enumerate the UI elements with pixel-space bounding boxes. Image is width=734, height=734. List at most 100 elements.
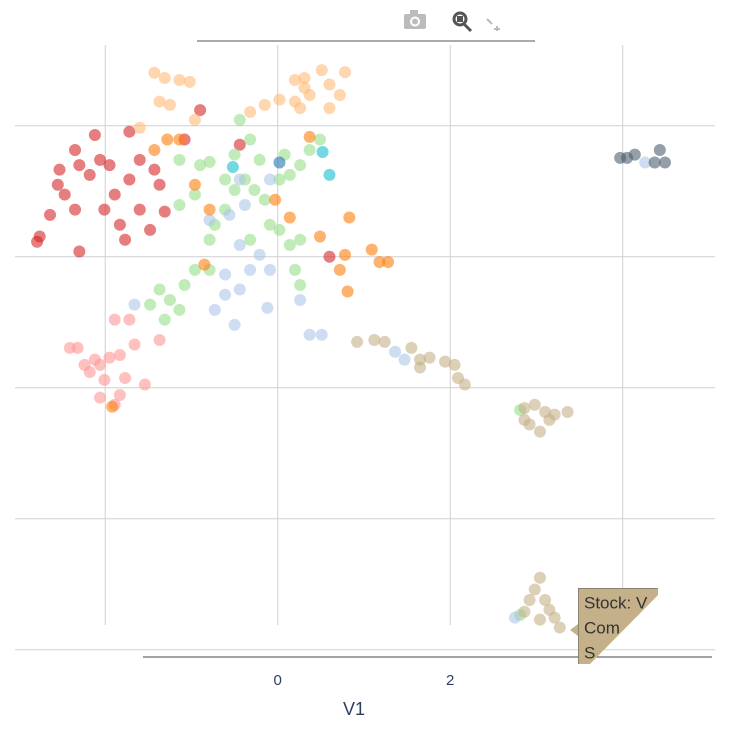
point [316,145,329,158]
point [178,278,191,291]
point [333,263,346,276]
point [51,178,64,191]
point [113,388,126,401]
point [351,335,364,348]
pan-button[interactable] [486,18,500,31]
point [94,391,107,404]
point [113,349,126,362]
x-tick-label: 2 [446,672,454,689]
point [653,144,666,157]
point [119,233,132,246]
zoom-button[interactable] [452,11,473,33]
point [448,358,461,371]
point [323,102,336,115]
point [533,571,546,584]
point [238,199,251,212]
point [228,318,241,331]
point [518,402,531,415]
point [341,285,354,298]
point [378,335,391,348]
point [288,73,301,86]
point [219,288,232,301]
point [173,153,186,166]
point [108,188,121,201]
grid [15,45,715,651]
point [123,173,136,186]
point [365,243,378,256]
point [389,345,402,358]
point [244,263,257,276]
point [88,128,101,141]
point [368,333,381,346]
point [323,250,336,263]
point [123,313,136,326]
point [73,245,86,258]
point [233,283,246,296]
point [138,378,151,391]
point [263,218,276,231]
point [303,144,316,157]
point [288,95,301,108]
point [248,183,261,196]
point [69,203,82,216]
point [458,378,471,391]
point [313,133,326,146]
point [188,113,201,126]
point [339,66,352,79]
point [123,125,136,138]
point [423,351,436,364]
point [219,268,232,281]
point [133,121,146,134]
point [106,400,119,413]
point [533,425,546,438]
point [73,159,86,172]
point [658,156,671,169]
point [313,230,326,243]
point [315,64,328,77]
point [158,205,171,218]
point [553,621,566,634]
point [183,75,196,88]
point [163,98,176,111]
point [208,303,221,316]
point [333,89,346,102]
camera-button[interactable] [404,10,426,29]
point [261,301,274,314]
point [548,611,561,624]
point [508,611,521,624]
point [533,613,546,626]
point [153,283,166,296]
point [288,263,301,276]
point [228,148,241,161]
point [233,239,246,251]
point [31,235,44,248]
point [303,328,316,341]
point [258,98,271,111]
point [113,218,126,231]
point [273,223,286,236]
x-tick-label: 0 [274,672,282,689]
point [94,358,107,371]
point [518,605,531,618]
point [414,361,427,374]
point [283,239,296,251]
point [273,156,286,169]
point [648,156,661,169]
point [133,203,146,216]
point [382,256,395,269]
tooltip-line: S [584,643,595,662]
point [58,188,71,201]
point [315,328,328,341]
point [128,298,141,311]
point [269,193,282,206]
point [188,263,201,276]
point [188,178,201,191]
tooltip: Stock: V Com S [578,588,658,664]
point [94,153,107,166]
point [44,208,57,221]
point [158,313,171,326]
point [233,173,246,186]
point [103,159,116,172]
point [244,106,257,119]
point [439,355,452,368]
